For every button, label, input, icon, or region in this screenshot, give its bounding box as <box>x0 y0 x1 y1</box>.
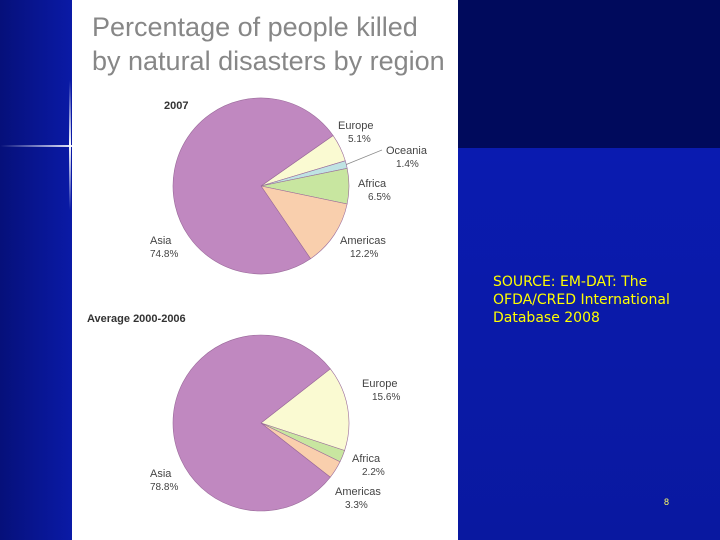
decorative-vertical-line <box>69 80 71 210</box>
pie-1-value-europe: 15.6% <box>372 392 400 403</box>
pie-1-label-asia: Asia <box>150 468 172 480</box>
pie-0-value-americas: 12.2% <box>350 249 378 260</box>
pie-1-label-africa: Africa <box>352 453 381 465</box>
chart-image: Percentage of people killed by natural d… <box>72 0 458 540</box>
pie-0-label-asia: Asia <box>150 235 172 247</box>
background-left-band <box>0 0 72 540</box>
pie-1-value-asia: 78.8% <box>150 482 178 493</box>
pie-1-value-americas: 3.3% <box>345 500 368 511</box>
pie-0-value-africa: 6.5% <box>368 192 391 203</box>
pie-0-label-americas: Americas <box>340 235 386 247</box>
pie-1-slice-asia <box>172 334 331 512</box>
pie-0-slice-asia <box>172 97 334 275</box>
pie-0-label-africa: Africa <box>358 178 387 190</box>
pie-0-leader-oceania <box>346 149 383 165</box>
pie-average-title: Average 2000-2006 <box>87 313 186 325</box>
pie-2007-title: 2007 <box>164 100 189 112</box>
pie-0-label-oceania: Oceania <box>386 145 428 157</box>
source-note: SOURCE: EM-DAT: The OFDA/CRED Internatio… <box>493 274 670 326</box>
pie-0-value-oceania: 1.4% <box>396 159 419 170</box>
pie-1-label-americas: Americas <box>335 486 381 498</box>
pie-1-label-europe: Europe <box>362 378 397 390</box>
page-number: 8 <box>664 497 670 507</box>
pie-0-label-europe: Europe <box>338 120 373 132</box>
pie-charts: Europe 5.1% Oceania 1.4% Africa 6.5% Americas 1… <box>150 97 428 512</box>
decorative-horizontal-line <box>0 145 80 147</box>
pie-0-slice-americas <box>260 185 348 260</box>
pie-0-value-europe: 5.1% <box>348 134 371 145</box>
pie-1-value-africa: 2.2% <box>362 467 385 478</box>
pie-0-value-asia: 74.8% <box>150 249 178 260</box>
chart-title: Percentage of people killed by natural d… <box>92 12 445 76</box>
